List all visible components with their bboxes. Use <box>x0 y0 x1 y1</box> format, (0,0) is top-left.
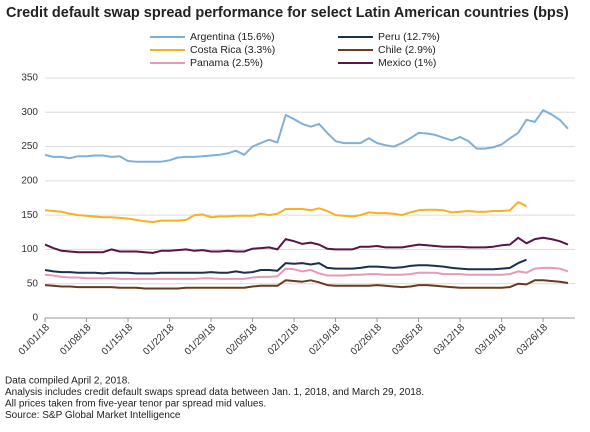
legend-label: Costa Rica (3.3%) <box>190 44 275 56</box>
y-tick-label: 100 <box>21 244 38 255</box>
series-line <box>44 258 527 275</box>
footnote: Source: S&P Global Market Intelligence <box>5 410 181 421</box>
x-tick-label: 03/12/18 <box>432 322 468 358</box>
footnote: Analysis includes credit default swaps s… <box>5 387 424 398</box>
series-line <box>44 236 569 254</box>
x-tick-label: 01/01/18 <box>17 322 53 358</box>
x-tick-label: 01/29/18 <box>183 322 219 358</box>
legend-label: Argentina (15.6%) <box>190 31 275 43</box>
x-tick-label: 02/12/18 <box>266 322 302 358</box>
chart-title: Credit default swap spread performance f… <box>6 5 569 21</box>
series-line <box>44 279 569 290</box>
x-tick-label: 03/26/18 <box>515 322 551 358</box>
y-tick-label: 50 <box>27 278 39 289</box>
y-tick-label: 250 <box>21 141 38 152</box>
x-tick-label: 01/15/18 <box>100 322 136 358</box>
y-tick-label: 150 <box>21 210 38 221</box>
series-line <box>44 201 527 223</box>
footnote: Data compiled April 2, 2018. <box>5 376 130 387</box>
x-tick-label: 02/26/18 <box>349 322 385 358</box>
x-tick-label: 02/05/18 <box>224 322 260 358</box>
legend-label: Mexico (1%) <box>378 57 436 69</box>
legend-label: Chile (2.9%) <box>378 44 436 56</box>
footnote: All prices taken from five-year tenor pa… <box>5 399 266 410</box>
x-tick-label: 01/08/18 <box>58 322 94 358</box>
legend-label: Peru (12.7%) <box>378 31 440 43</box>
x-tick-label: 01/22/18 <box>141 322 177 358</box>
legend-label: Panama (2.5%) <box>190 57 263 69</box>
y-tick-label: 350 <box>21 73 38 84</box>
y-tick-label: 300 <box>21 107 38 118</box>
series-line <box>44 266 569 280</box>
x-tick-label: 03/19/18 <box>473 322 509 358</box>
y-tick-label: 0 <box>32 313 38 324</box>
y-tick-label: 200 <box>21 175 38 186</box>
x-tick-label: 02/19/18 <box>307 322 343 358</box>
x-tick-label: 03/05/18 <box>390 322 426 358</box>
series-line <box>44 109 569 163</box>
